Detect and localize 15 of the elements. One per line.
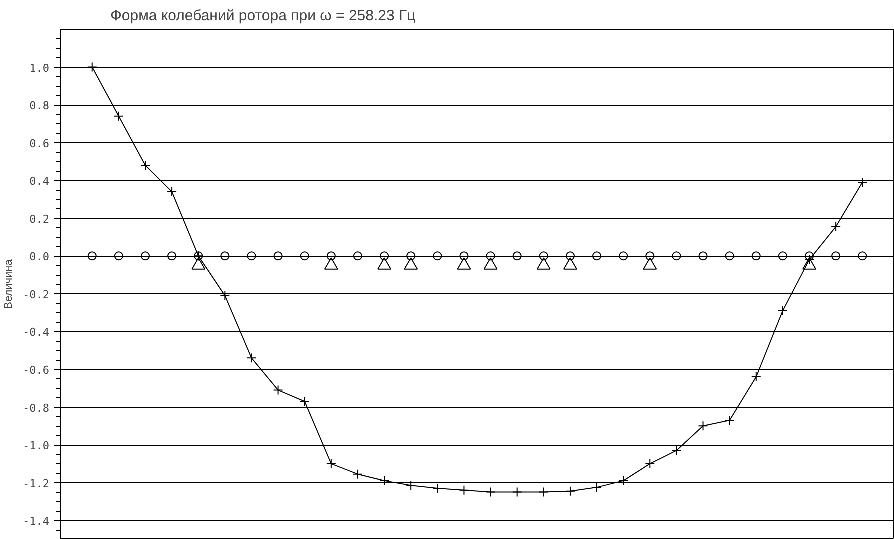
- y-tick-label: -0.8: [23, 402, 50, 415]
- y-tick-label: -0.4: [23, 326, 50, 340]
- y-tick-label: -1.2: [23, 477, 50, 490]
- y-tick-label: 0.6: [30, 137, 50, 150]
- chart-title: Форма колебаний ротора при ω = 258.23 Гц: [110, 8, 416, 24]
- y-axis-title: Величина: [3, 258, 16, 310]
- y-tick-label: 0.8: [30, 100, 50, 113]
- y-tick-label: 0.4: [30, 175, 50, 188]
- y-tick-label: -1.4: [23, 515, 50, 528]
- y-tick-label: -0.6: [23, 364, 50, 377]
- y-tick-label: -0.2: [23, 288, 50, 302]
- y-tick-label: 1.0: [30, 62, 50, 75]
- y-tick-label: 0.0: [30, 250, 50, 264]
- y-tick-label: -1.0: [23, 440, 50, 453]
- y-tick-label: 0.2: [30, 212, 50, 226]
